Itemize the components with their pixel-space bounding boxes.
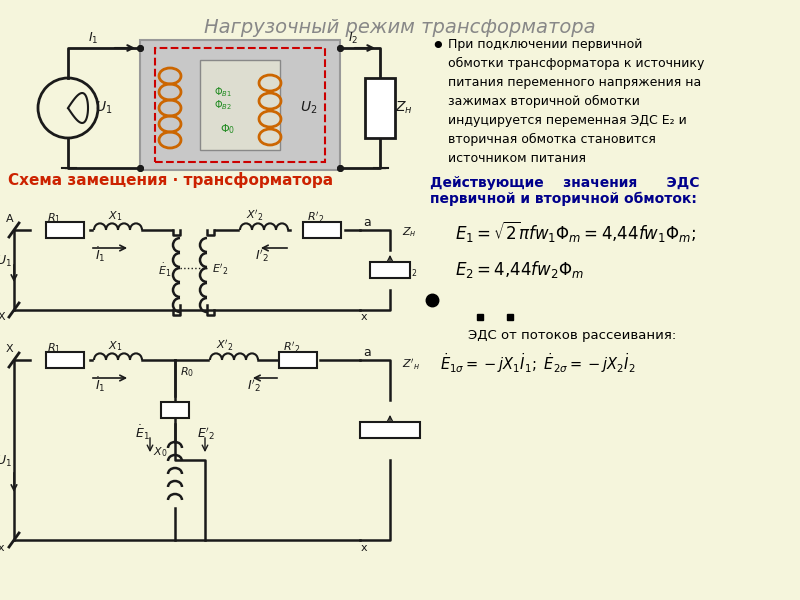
Text: a: a — [363, 346, 370, 359]
Text: Схема замещения · трансформатора: Схема замещения · трансформатора — [8, 172, 333, 188]
Text: индуцируется переменная ЭДС E₂ и: индуцируется переменная ЭДС E₂ и — [448, 114, 686, 127]
Text: $\dot{E}_{1\sigma} = -jX_1\dot{I}_1;\ \dot{E}_{2\sigma} = -jX_2\dot{I}_2$: $\dot{E}_{1\sigma} = -jX_1\dot{I}_1;\ \d… — [440, 351, 635, 375]
Text: $R_1$: $R_1$ — [47, 211, 61, 225]
Text: $X'_2$: $X'_2$ — [216, 338, 234, 353]
Bar — [161, 402, 189, 418]
Text: $I_1$: $I_1$ — [88, 31, 98, 46]
Text: $X_0$: $X_0$ — [153, 445, 167, 459]
Text: $I'_2$: $I'_2$ — [255, 247, 269, 264]
Text: обмотки трансформатора к источнику: обмотки трансформатора к источнику — [448, 57, 704, 70]
Text: $I'_2$: $I'_2$ — [247, 377, 261, 394]
Text: зажимах вторичной обмотки: зажимах вторичной обмотки — [448, 95, 640, 108]
Text: $\Phi_0$: $\Phi_0$ — [220, 122, 235, 136]
Text: $U_1$: $U_1$ — [95, 100, 113, 116]
Text: a: a — [363, 216, 370, 229]
Bar — [279, 352, 317, 368]
Text: $\dot{I}_1$: $\dot{I}_1$ — [95, 245, 106, 264]
Text: $\Phi_{B2}$: $\Phi_{B2}$ — [214, 98, 232, 112]
Bar — [370, 262, 410, 278]
Text: •: • — [430, 35, 445, 59]
Bar — [140, 40, 340, 170]
Text: $R'_2$: $R'_2$ — [307, 210, 324, 225]
Text: $X_1$: $X_1$ — [108, 339, 122, 353]
Bar — [360, 422, 420, 438]
Bar — [46, 222, 84, 238]
Text: питания переменного напряжения на: питания переменного напряжения на — [448, 76, 702, 89]
Text: X: X — [6, 344, 14, 354]
Text: $E'_2$: $E'_2$ — [212, 263, 229, 277]
Bar — [200, 60, 280, 150]
Text: $E_2 = 4{,}44fw_2\Phi_m$: $E_2 = 4{,}44fw_2\Phi_m$ — [455, 259, 584, 280]
Text: X: X — [0, 312, 6, 322]
Text: $R_1$: $R_1$ — [47, 341, 61, 355]
Text: Нагрузочный режим трансформатора: Нагрузочный режим трансформатора — [204, 18, 596, 37]
Text: $\dot{E}_1$: $\dot{E}_1$ — [158, 262, 171, 278]
Text: первичной и вторичной обмоток:: первичной и вторичной обмоток: — [430, 191, 697, 206]
Text: x: x — [0, 543, 5, 553]
Text: $Z_н$: $Z_н$ — [395, 100, 413, 116]
Text: $U'_2$: $U'_2$ — [400, 264, 418, 279]
Bar — [365, 78, 395, 138]
Text: $I_2$: $I_2$ — [348, 31, 358, 46]
Text: $R_0$: $R_0$ — [180, 365, 194, 379]
Text: $U_1$: $U_1$ — [0, 454, 12, 469]
Text: $\dot{E}_1$: $\dot{E}_1$ — [135, 424, 150, 442]
Text: Действующие    значения      ЭДС: Действующие значения ЭДС — [430, 176, 699, 190]
Text: $Z_н$: $Z_н$ — [402, 225, 417, 239]
Text: $\dot{I}_1$: $\dot{I}_1$ — [95, 376, 106, 394]
Text: $U_1$: $U_1$ — [0, 254, 12, 269]
Text: A: A — [6, 214, 14, 224]
Bar — [46, 352, 84, 368]
Text: $E_1 = \sqrt{2}\pi fw_1\Phi_m = 4{,}44fw_1\Phi_m;$: $E_1 = \sqrt{2}\pi fw_1\Phi_m = 4{,}44fw… — [455, 220, 696, 245]
Text: x: x — [361, 543, 368, 553]
Text: $U_2$: $U_2$ — [300, 100, 318, 116]
Text: ЭДС от потоков рассеивания:: ЭДС от потоков рассеивания: — [468, 329, 676, 341]
Text: При подключении первичной: При подключении первичной — [448, 38, 642, 51]
Text: вторичная обмотка становится: вторичная обмотка становится — [448, 133, 656, 146]
Bar — [155, 48, 325, 162]
Text: $U'_2$: $U'_2$ — [400, 421, 418, 436]
Bar — [303, 222, 341, 238]
Text: $E'_2$: $E'_2$ — [197, 425, 215, 442]
Text: $X'_2$: $X'_2$ — [246, 208, 263, 223]
Text: $\Phi_{B1}$: $\Phi_{B1}$ — [214, 85, 232, 99]
Text: $R'_2$: $R'_2$ — [283, 340, 300, 355]
Text: источником питания: источником питания — [448, 152, 586, 165]
Text: x: x — [361, 312, 368, 322]
Text: $X_1$: $X_1$ — [108, 209, 122, 223]
Text: $Z'_н$: $Z'_н$ — [402, 357, 420, 372]
